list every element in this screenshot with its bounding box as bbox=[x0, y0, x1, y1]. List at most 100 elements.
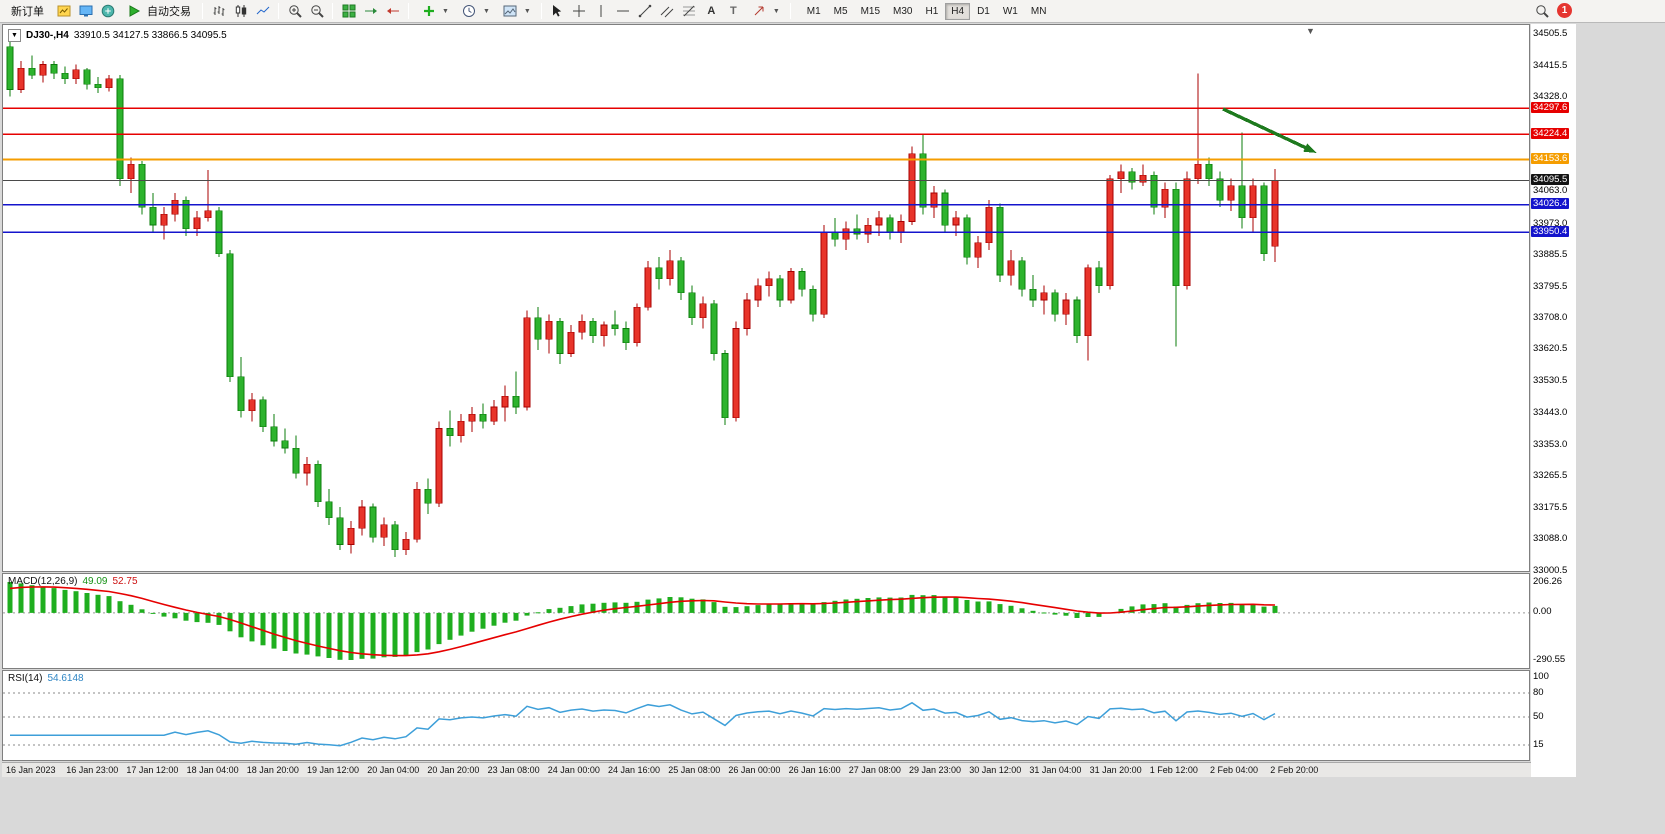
macd-histogram-bar bbox=[931, 595, 937, 613]
candlestick-mode-icon[interactable] bbox=[231, 2, 250, 21]
macd-histogram-bar bbox=[1173, 606, 1179, 613]
time-axis[interactable]: 16 Jan 2023 16 Jan 23:00 17 Jan 12:00 18 Ja… bbox=[2, 762, 1531, 777]
new-order-button[interactable]: 新订单 bbox=[4, 0, 51, 22]
candle-body bbox=[457, 420, 465, 436]
candle-body bbox=[270, 426, 278, 442]
time-axis-label: 31 Jan 04:00 bbox=[1029, 765, 1082, 775]
timeframe-d1[interactable]: D1 bbox=[977, 5, 990, 17]
macd-histogram-bar bbox=[700, 599, 706, 613]
macd-histogram-bar bbox=[898, 597, 904, 613]
candle-body bbox=[886, 217, 894, 233]
macd-histogram-bar bbox=[359, 612, 365, 659]
macd-histogram-bar bbox=[447, 612, 453, 640]
candle-body bbox=[380, 524, 388, 538]
candle-body bbox=[358, 506, 366, 529]
candle-body bbox=[1051, 292, 1059, 315]
one-click-trading-toggle[interactable]: ▼ bbox=[8, 29, 21, 42]
macd-histogram-bar bbox=[1250, 604, 1256, 613]
timeframe-mn[interactable]: MN bbox=[1030, 5, 1047, 17]
macd-histogram-bar bbox=[139, 609, 145, 613]
toolbar-separator bbox=[278, 3, 279, 19]
chart-shift-icon[interactable] bbox=[383, 2, 402, 21]
text-icon[interactable]: A bbox=[707, 4, 716, 17]
chart-shift-marker[interactable]: ▼ bbox=[1306, 26, 1315, 36]
new-chart-icon[interactable] bbox=[54, 2, 73, 21]
macd-histogram-bar bbox=[1261, 606, 1267, 613]
notification-badge[interactable]: 1 bbox=[1557, 3, 1572, 18]
periods-button[interactable]: ▼ bbox=[456, 0, 494, 23]
candle-body bbox=[61, 73, 69, 80]
price-axis[interactable]: 34297.6 34224.4 34153.6 34095.5 34026.4 33950… bbox=[1531, 24, 1576, 777]
candle-body bbox=[1040, 292, 1048, 301]
trendline-icon[interactable] bbox=[636, 2, 655, 21]
timeframe-m5[interactable]: M5 bbox=[833, 5, 848, 17]
horizontal-line-icon[interactable] bbox=[614, 2, 633, 21]
candle-body bbox=[336, 517, 344, 545]
macd-histogram-bar bbox=[634, 601, 640, 613]
macd-histogram-bar bbox=[810, 604, 816, 613]
chart-title-ohlc: 33910.5 34127.5 33866.5 34095.5 bbox=[73, 30, 227, 41]
timeframe-h4[interactable]: H4 bbox=[945, 2, 971, 20]
candle-body bbox=[677, 260, 685, 294]
macd-histogram-bar bbox=[414, 612, 420, 653]
price-line-label: 34026.4 bbox=[1531, 198, 1570, 210]
candle-body bbox=[545, 321, 553, 340]
candle-body bbox=[171, 199, 179, 215]
profiles-icon[interactable] bbox=[76, 2, 95, 21]
candle-body bbox=[28, 67, 36, 76]
timeframe-h1[interactable]: H1 bbox=[925, 5, 939, 17]
timeframe-m15[interactable]: M15 bbox=[860, 5, 881, 17]
auto-scroll-icon[interactable] bbox=[361, 2, 380, 21]
arrows-button[interactable]: ▼ bbox=[746, 0, 784, 23]
macd-chart[interactable] bbox=[3, 574, 1529, 668]
toolbar-separator bbox=[540, 3, 542, 19]
macd-histogram-bar bbox=[1041, 612, 1047, 614]
search-icon[interactable] bbox=[1532, 1, 1551, 20]
label-icon[interactable]: T bbox=[729, 4, 737, 17]
channel-icon[interactable] bbox=[658, 2, 677, 21]
macd-histogram-bar bbox=[601, 602, 607, 613]
macd-histogram-bar bbox=[909, 594, 915, 613]
vertical-line-icon[interactable] bbox=[592, 2, 611, 21]
candle-body bbox=[655, 267, 663, 279]
candlestick-chart[interactable] bbox=[3, 25, 1529, 571]
candle-body bbox=[1194, 164, 1202, 179]
crosshair-icon[interactable] bbox=[570, 2, 589, 21]
candle-body bbox=[1139, 174, 1147, 183]
candle-body bbox=[1073, 299, 1081, 337]
trend-arrow-annotation[interactable] bbox=[1222, 107, 1310, 151]
templates-picture-icon bbox=[501, 2, 520, 21]
fibonacci-icon[interactable] bbox=[680, 2, 699, 21]
rsi-line bbox=[10, 701, 1276, 747]
candle-body bbox=[732, 328, 740, 418]
timeframe-w1[interactable]: W1 bbox=[1002, 5, 1018, 17]
time-axis-label: 16 Jan 2023 bbox=[6, 765, 56, 775]
candle-body bbox=[1117, 171, 1125, 180]
terminal-icon[interactable] bbox=[98, 2, 117, 21]
candle-body bbox=[754, 285, 762, 301]
auto-trading-button[interactable]: 自动交易 bbox=[120, 0, 196, 23]
timeframe-m30[interactable]: M30 bbox=[893, 5, 913, 17]
candle-body bbox=[864, 224, 872, 235]
macd-histogram-bar bbox=[821, 602, 827, 613]
timeframe-m1[interactable]: M1 bbox=[806, 5, 821, 17]
candle-body bbox=[534, 317, 542, 340]
rsi-chart[interactable] bbox=[3, 671, 1529, 760]
rsi-axis-tick: 15 bbox=[1533, 738, 1544, 750]
macd-histogram-bar bbox=[854, 598, 860, 613]
zoom-out-icon[interactable] bbox=[307, 2, 326, 21]
macd-histogram-bar bbox=[238, 612, 244, 638]
indicators-button[interactable]: ▼ bbox=[415, 0, 453, 23]
line-chart-mode-icon[interactable] bbox=[253, 2, 272, 21]
templates-button[interactable]: ▼ bbox=[497, 0, 535, 23]
time-axis-label: 29 Jan 23:00 bbox=[909, 765, 962, 775]
time-axis-label: 2 Feb 20:00 bbox=[1270, 765, 1319, 775]
macd-histogram-bar bbox=[480, 612, 486, 629]
candle-body bbox=[50, 64, 58, 74]
bar-chart-mode-icon[interactable] bbox=[209, 2, 228, 21]
macd-histogram-bar bbox=[337, 612, 343, 660]
zoom-in-icon[interactable] bbox=[285, 2, 304, 21]
tile-windows-icon[interactable] bbox=[339, 2, 358, 21]
cursor-icon[interactable] bbox=[548, 2, 567, 21]
macd-histogram-bar bbox=[117, 601, 123, 613]
